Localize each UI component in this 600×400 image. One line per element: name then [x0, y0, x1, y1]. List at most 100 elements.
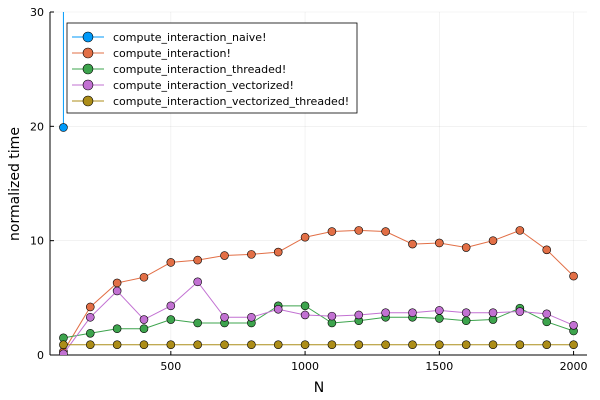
data-point	[435, 340, 444, 350]
data-point	[139, 315, 149, 324]
data-point	[273, 340, 283, 350]
series-3	[59, 301, 578, 343]
series-line	[63, 281, 574, 355]
data-point	[193, 277, 202, 287]
series-line	[63, 305, 574, 339]
series-2	[59, 226, 578, 355]
data-point	[112, 278, 122, 288]
legend-marker	[82, 95, 94, 107]
legend-item: compute_interaction_vectorized!	[72, 79, 294, 92]
data-point	[112, 324, 122, 334]
y-tick-label: 30	[30, 6, 44, 19]
x-tick-label: 500	[160, 360, 181, 373]
data-point	[381, 308, 390, 317]
data-point	[166, 258, 176, 267]
data-point	[300, 310, 310, 320]
series-4	[59, 277, 578, 355]
data-point	[220, 251, 229, 260]
data-point	[327, 311, 337, 321]
data-point	[59, 340, 68, 350]
legend-item: compute_interaction_threaded!	[72, 63, 286, 76]
x-axis-title: N	[314, 380, 324, 396]
data-point	[112, 286, 122, 296]
data-point	[461, 316, 471, 326]
series-group	[59, 12, 578, 355]
data-point	[435, 314, 444, 323]
series-5	[59, 340, 578, 350]
data-point	[139, 340, 149, 350]
data-point	[112, 340, 122, 350]
data-point	[569, 271, 578, 281]
tick-labels: 500 1000 1500 2000 0 10 20 30	[30, 6, 588, 373]
data-point	[327, 227, 337, 236]
data-point	[220, 312, 229, 322]
legend-label: compute_interaction_vectorized!	[113, 79, 294, 92]
data-point	[273, 247, 283, 257]
legend-label: compute_interaction_naive!	[113, 31, 266, 44]
data-point	[166, 340, 176, 350]
data-point	[488, 340, 498, 350]
y-tick-label: 10	[30, 235, 44, 248]
data-point	[381, 340, 390, 350]
data-point	[247, 340, 256, 350]
legend: compute_interaction_naive! compute_intera…	[66, 22, 358, 114]
series-1	[59, 12, 68, 132]
data-point	[408, 308, 417, 317]
data-point	[408, 340, 417, 350]
data-point	[515, 340, 525, 350]
data-point	[515, 307, 525, 316]
x-tick-label: 2000	[560, 360, 588, 373]
data-point	[461, 340, 471, 350]
data-point	[542, 340, 552, 350]
legend-marker	[82, 47, 94, 59]
data-point	[354, 226, 364, 235]
legend-label: compute_interaction_vectorized_threaded!	[113, 95, 349, 108]
data-point	[193, 318, 202, 328]
legend-label: compute_interaction_threaded!	[113, 63, 286, 76]
data-point	[542, 309, 552, 319]
data-point	[193, 340, 202, 350]
data-point	[59, 123, 68, 132]
legend-label: compute_interaction!	[113, 47, 231, 60]
x-tick-label: 1500	[425, 360, 453, 373]
y-tick-label: 0	[37, 349, 44, 362]
data-point	[300, 301, 310, 311]
data-point	[569, 340, 578, 350]
legend-box	[66, 22, 358, 114]
data-point	[220, 340, 229, 350]
data-point	[435, 306, 444, 315]
data-point	[488, 308, 498, 317]
data-point	[327, 340, 337, 350]
data-point	[542, 245, 552, 255]
legend-item: compute_interaction_vectorized_threaded!	[72, 95, 349, 108]
data-point	[542, 317, 552, 327]
y-axis-title: normalized time	[7, 127, 23, 241]
data-point	[166, 315, 176, 324]
data-point	[300, 340, 310, 350]
data-point	[273, 304, 283, 314]
data-point	[381, 227, 390, 236]
data-point	[59, 349, 68, 355]
data-point	[247, 312, 256, 322]
series-line	[62, 229, 574, 352]
data-point	[247, 250, 256, 259]
data-point	[139, 272, 149, 282]
data-point	[408, 239, 417, 249]
data-point	[435, 238, 444, 248]
y-tick-label: 20	[30, 120, 44, 133]
data-point	[85, 328, 95, 338]
legend-item: compute_interaction!	[72, 47, 231, 60]
data-point	[461, 308, 471, 317]
data-point	[166, 301, 176, 311]
data-point	[515, 226, 525, 235]
data-point	[85, 302, 95, 312]
data-point	[354, 340, 364, 350]
data-point	[300, 232, 310, 242]
legend-marker	[82, 79, 94, 91]
data-point	[354, 310, 364, 320]
legend-item: compute_interaction_naive!	[72, 31, 266, 44]
data-point	[569, 320, 578, 330]
data-point	[139, 324, 149, 334]
data-point	[488, 236, 498, 245]
